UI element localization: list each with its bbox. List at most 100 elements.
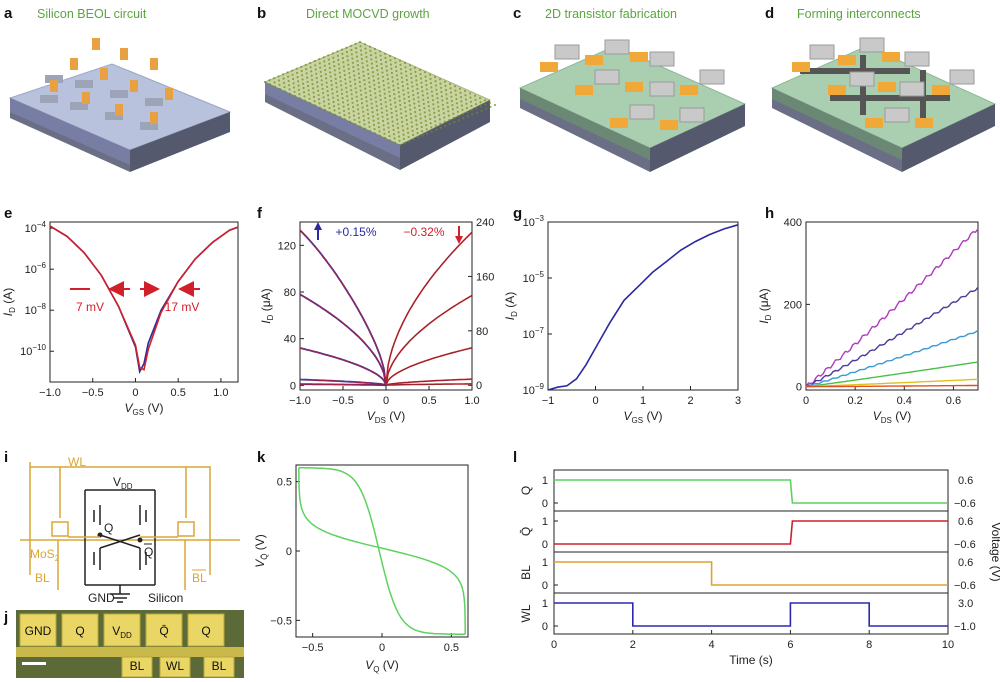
mocvd-dot: [349, 84, 352, 87]
mocvd-dot: [397, 86, 400, 90]
mocvd-dot: [371, 111, 374, 114]
left-tick-label: 0: [542, 539, 548, 551]
mocvd-dot: [346, 95, 349, 98]
mocvd-dot: [431, 94, 434, 97]
mocvd-dot: [342, 105, 345, 108]
mocvd-dot: [452, 112, 455, 115]
mocvd-dot: [401, 80, 404, 83]
mocvd-dot: [390, 111, 393, 115]
row-label: Q̄: [519, 527, 533, 536]
mocvd-texture: [263, 40, 497, 147]
mocvd-dot: [394, 61, 397, 64]
mocvd-dot: [402, 93, 405, 96]
mocvd-dot: [418, 108, 421, 112]
mocvd-dot: [427, 100, 430, 104]
mocvd-dot: [474, 103, 478, 106]
mocvd-dot: [376, 109, 379, 112]
mocvd-dot: [383, 52, 387, 55]
mocvd-dot: [282, 77, 285, 80]
mocvd-dot: [355, 55, 358, 58]
mocvd-dot: [298, 93, 301, 96]
mocvd-dot: [374, 96, 377, 99]
mocvd-dot: [322, 100, 326, 103]
mocvd-dot: [430, 86, 433, 89]
mocvd-dot: [372, 79, 375, 82]
mocvd-dot: [441, 99, 444, 102]
mocvd-dot: [362, 114, 365, 118]
mocvd-dot: [421, 90, 424, 93]
mocvd-dot: [493, 103, 497, 107]
mocvd-dot: [456, 110, 459, 113]
mocvd-dot: [297, 80, 300, 83]
mocvd-dot: [395, 114, 398, 117]
mocvd-dot: [335, 86, 338, 89]
mocvd-dot: [461, 113, 464, 116]
mocvd-dot: [387, 130, 391, 133]
mocvd-dot: [356, 104, 359, 107]
mocvd-dot: [462, 117, 465, 120]
right-axis-label: Voltage (V): [989, 522, 1000, 581]
panel-letter: a: [4, 5, 13, 22]
panel-e: e −1.0 −0.5 0 0.5 1.0 10−4 10−6 10−8 10−10 7 mV 17…: [1, 205, 239, 417]
mocvd-dot: [414, 110, 417, 114]
mocvd-dot: [420, 125, 423, 129]
mocvd-dot: [395, 110, 398, 113]
panel-c: c 2D transistor fabrication: [513, 5, 747, 172]
right-tick-label: 0.6: [958, 516, 973, 528]
mocvd-dot: [362, 119, 366, 122]
mocvd-dot: [394, 101, 397, 104]
mocvd-dot: [458, 87, 462, 90]
mocvd-dot: [392, 88, 395, 91]
mocvd-dot: [314, 64, 317, 67]
mocvd-dot: [344, 78, 347, 81]
mocvd-dot: [456, 106, 459, 109]
series-s4: [805, 361, 979, 388]
mocvd-dot: [360, 93, 363, 96]
mocvd-dot: [398, 95, 401, 98]
mocvd-dot: [449, 91, 453, 94]
mocvd-dot: [406, 83, 409, 86]
row-label: Q: [519, 486, 533, 495]
x-tick-label: 4: [709, 639, 715, 651]
mocvd-dot: [442, 112, 445, 115]
mocvd-dot: [399, 63, 402, 66]
mocvd-dot: [460, 100, 463, 103]
mocvd-dot: [348, 116, 351, 119]
chip-pad-label: Q: [201, 624, 210, 638]
mocvd-dot: [425, 88, 428, 91]
mocvd-dot: [409, 108, 412, 111]
mocvd-dot: [399, 103, 402, 107]
mocvd-dot: [341, 57, 344, 60]
mocvd-dot: [365, 100, 368, 103]
panel-title: Forming interconnects: [797, 7, 921, 21]
mocvd-dot: [306, 76, 309, 79]
mocvd-dot: [293, 90, 296, 93]
mocvd-dot: [405, 74, 408, 77]
beol-circuit-render: [8, 38, 232, 172]
mocvd-dot: [330, 79, 333, 82]
chip-pad-label: VDD: [112, 624, 132, 640]
mocvd-dot: [377, 126, 381, 129]
mocvd-dot: [401, 125, 404, 128]
x-axis-label: VGS (V): [624, 409, 663, 425]
mocvd-dot: [440, 90, 443, 94]
x-tick-label: −1: [542, 395, 555, 407]
mocvd-dot: [387, 82, 390, 85]
mocvd-dot: [405, 114, 408, 117]
series-s3: [805, 329, 979, 388]
blbar-label: BL: [192, 569, 207, 585]
chart-f: −1.0 −0.5 0 0.5 1.0 0 40 80 120 0 80 160 240 +0.15% −0…: [259, 217, 494, 425]
x-tick-label: 6: [787, 639, 793, 651]
mocvd-dot: [443, 80, 447, 83]
mocvd-dot: [357, 116, 361, 119]
mocvd-dot: [403, 142, 406, 145]
mocvd-dot: [341, 52, 344, 56]
mocvd-dot: [415, 119, 418, 122]
mocvd-dot: [306, 80, 309, 83]
x-tick-label: −0.5: [332, 395, 354, 407]
mocvd-dot: [465, 106, 468, 110]
x-axis-label: VQ (V): [365, 658, 399, 674]
mocvd-dot: [302, 91, 306, 94]
mocvd-dot: [479, 101, 482, 104]
